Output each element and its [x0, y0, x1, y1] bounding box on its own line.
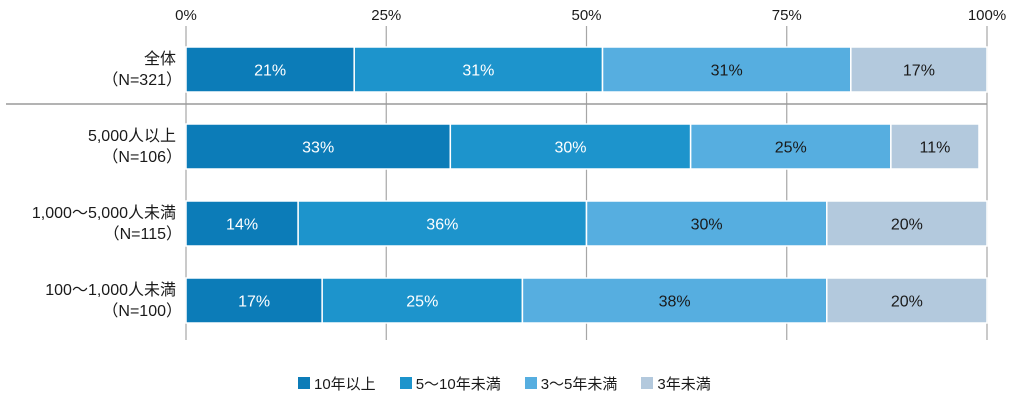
category-sublabel: （N=321） [102, 71, 182, 89]
data-label: 33% [302, 140, 334, 157]
category-sublabel: （N=100） [102, 302, 182, 320]
legend-label: 5～10年未満 [415, 375, 501, 393]
category-label: 1,000～5,000人未満 [32, 204, 176, 222]
bar-segment [321, 277, 524, 324]
bar-segment [689, 123, 892, 170]
legend-swatch-icon [399, 377, 412, 389]
legend-item-under-3-years: 3年未満 [641, 373, 711, 394]
data-label: 31% [711, 63, 743, 80]
bar-segment [297, 200, 588, 247]
bar-segment [185, 277, 323, 324]
bar-segment [850, 46, 988, 93]
bar-segment [585, 200, 828, 247]
legend-swatch-icon [298, 377, 310, 389]
x-tick-label: 25% [371, 7, 401, 24]
legend-label: 3年未満 [657, 375, 711, 393]
bar-segment [826, 277, 988, 324]
data-label: 14% [226, 217, 258, 234]
category-sublabel: （N=106） [102, 148, 182, 166]
data-label: 31% [462, 63, 494, 80]
data-label: 30% [554, 140, 586, 157]
data-label: 30% [691, 217, 723, 234]
chart-legend: 10年以上 5～10年未満 3～5年未満 3年未満 [298, 372, 711, 394]
bar-segment [185, 123, 452, 170]
data-label: 38% [659, 294, 691, 311]
legend-item-3-to-5-years: 3～5年未満 [524, 373, 618, 394]
x-tick-label: 0% [175, 7, 197, 24]
data-label: 11% [920, 140, 951, 157]
legend-label: 10年以上 [314, 375, 376, 393]
bar-segment [449, 123, 692, 170]
bar-segment [890, 123, 980, 170]
data-label: 20% [891, 294, 923, 311]
category-label: 全体 [144, 50, 176, 68]
data-label: 20% [891, 217, 923, 234]
legend-label: 3～5年未満 [540, 375, 618, 393]
legend-swatch-icon [524, 377, 537, 389]
category-sublabel: （N=115） [104, 225, 182, 243]
bar-segment [185, 200, 299, 247]
data-label: 21% [254, 63, 286, 80]
x-tick-label: 100% [968, 7, 1006, 24]
legend-item-5-to-10-years: 5～10年未満 [399, 373, 501, 394]
legend-item-10-years-plus: 10年以上 [298, 373, 376, 394]
data-label: 25% [406, 294, 438, 311]
data-label: 25% [775, 140, 807, 157]
x-tick-label: 75% [772, 7, 802, 24]
legend-swatch-icon [641, 377, 654, 389]
data-label: 17% [903, 63, 935, 80]
data-label: 36% [426, 217, 458, 234]
category-label: 100～1,000人未満 [45, 281, 176, 299]
bar-segment [826, 200, 988, 247]
category-label: 5,000人以上 [88, 127, 176, 145]
x-tick-label: 50% [571, 7, 601, 24]
data-label: 17% [238, 294, 270, 311]
bar-segment [185, 46, 355, 93]
